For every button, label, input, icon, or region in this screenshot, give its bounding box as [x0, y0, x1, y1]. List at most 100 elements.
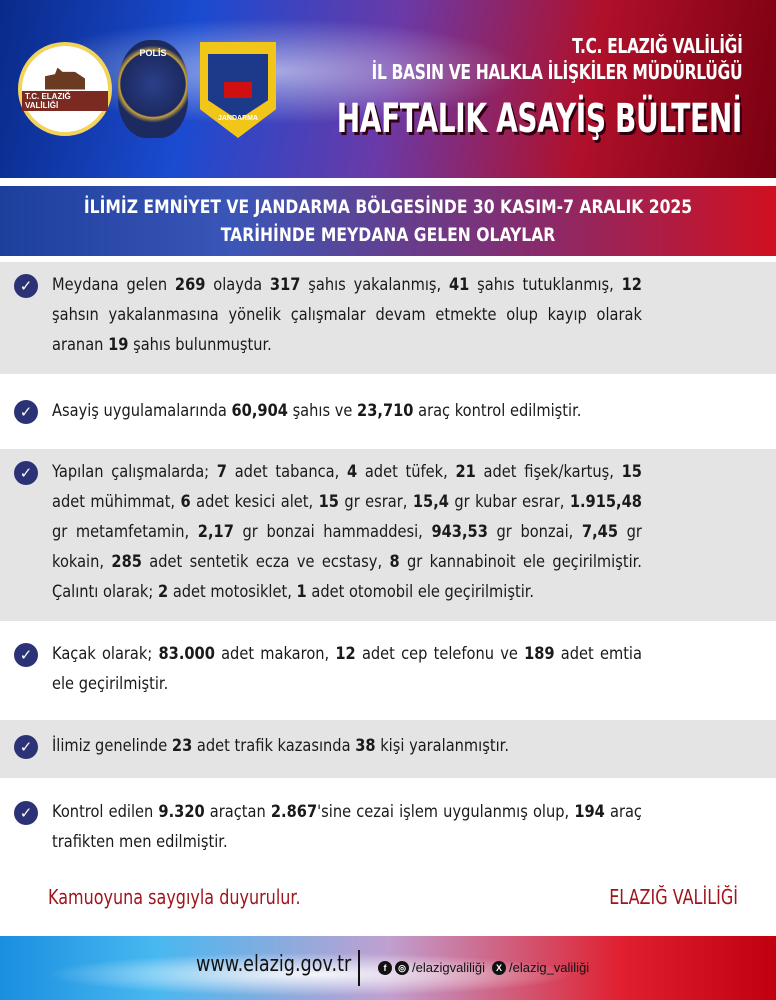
item-text: Kontrol edilen 9.320 araçtan 2.867'sine … [52, 797, 642, 860]
text-segment: adet trafik kazasında [192, 736, 356, 756]
figure-value: 7,45 [581, 522, 619, 542]
social-links: f ◎ /elazigvaliliği X /elazig_valiliği [378, 960, 589, 975]
text-segment: şahıs ve [287, 401, 358, 421]
item-text: Yapılan çalışmalarda; 7 adet tabanca, 4 … [52, 457, 642, 621]
closing: Kamuoyuna saygıyla duyurulur. ELAZIĞ VAL… [48, 885, 738, 909]
item-text: Asayiş uygulamalarında 60,904 şahıs ve 2… [52, 396, 642, 440]
header-line-2: İL BASIN VE HALKLA İLİŞKİLER MÜDÜRLÜĞÜ [371, 60, 742, 84]
divider [358, 950, 360, 986]
bulletin-item: ✓ Yapılan çalışmalarda; 7 adet tabanca, 4… [0, 449, 776, 621]
valilik-logo: T.C. ELAZIĞ VALİLİĞİ [18, 42, 112, 136]
figure-value: 38 [355, 736, 376, 756]
text-segment: gr kokain, [52, 522, 642, 572]
text-segment: Meydana gelen [52, 275, 175, 295]
bulletin-item: ✓ İlimiz genelinde 23 adet trafik kazasın… [0, 720, 776, 778]
item-text: İlimiz genelinde 23 adet trafik kazasınd… [52, 731, 642, 778]
text-segment: İlimiz genelinde [52, 736, 172, 756]
figure-value: 83.000 [158, 644, 215, 664]
text-segment: adet mühimmat, [52, 492, 181, 512]
figure-value: 15,4 [412, 492, 449, 512]
figure-value: 21 [455, 462, 476, 482]
bulletin-item: ✓ Asayiş uygulamalarında 60,904 şahıs ve … [0, 385, 776, 440]
text-segment: araç trafikten men edilmiştir. [52, 802, 642, 852]
signature: ELAZIĞ VALİLİĞİ [609, 885, 738, 909]
text-segment: adet sentetik ecza ve ecstasy, [141, 552, 390, 572]
figure-value: 15 [621, 462, 642, 482]
text-segment: Kontrol edilen [52, 802, 159, 822]
text-segment: gr metamfetamin, [52, 522, 198, 542]
item-text: Meydana gelen 269 olayda 317 şahıs yakal… [52, 270, 642, 374]
x-handle[interactable]: /elazig_valiliği [508, 960, 590, 975]
check-icon: ✓ [14, 735, 38, 759]
text-segment: adet emtia ele geçirilmiştir. [52, 644, 642, 694]
website-link[interactable]: www.elazig.gov.tr [196, 952, 352, 977]
figure-value: 943,53 [431, 522, 488, 542]
header-banner: T.C. ELAZIĞ VALİLİĞİ POLİS JANDARMA T.C.… [0, 0, 776, 178]
subtitle-band: İLİMİZ EMNİYET VE JANDARMA BÖLGESİNDE 30… [0, 186, 776, 256]
text-segment: adet kesici alet, [190, 492, 319, 512]
figure-value: 4 [346, 462, 358, 482]
social-handle[interactable]: /elazigvaliliği [412, 960, 485, 975]
text-segment: adet otomobil ele geçirilmiştir. [306, 582, 535, 602]
text-segment: olayda [205, 275, 270, 295]
text-segment: gr kubar esrar, [448, 492, 570, 512]
jandarma-logo: JANDARMA [200, 42, 276, 138]
text-segment: adet makaron, [214, 644, 336, 664]
check-icon: ✓ [14, 643, 38, 667]
figure-value: 6 [180, 492, 191, 512]
text-segment: Kaçak olarak; [52, 644, 159, 664]
subtitle-line-2: TARİHİNDE MEYDANA GELEN OLAYLAR [220, 224, 556, 246]
text-segment: adet motosiklet, [168, 582, 297, 602]
figure-value: 2 [157, 582, 169, 602]
figure-value: 2,17 [197, 522, 234, 542]
figure-value: 8 [389, 552, 400, 572]
text-segment: adet tüfek, [357, 462, 456, 482]
closing-note: Kamuoyuna saygıyla duyurulur. [48, 885, 301, 909]
text-segment: araç kontrol edilmiştir. [413, 401, 582, 421]
figure-value: 194 [574, 802, 605, 822]
figure-value: 12 [621, 275, 642, 295]
text-segment: gr bonzai hammaddesi, [233, 522, 432, 542]
figure-value: 1 [296, 582, 307, 602]
text-segment: Asayiş uygulamalarında [52, 401, 232, 421]
text-segment: adet tabanca, [226, 462, 347, 482]
figure-value: 269 [174, 275, 206, 295]
text-segment: şahıs tutuklanmış, [469, 275, 622, 295]
check-icon: ✓ [14, 461, 38, 485]
bulletin-item: ✓ Kaçak olarak; 83.000 adet makaron, 12 a… [0, 628, 776, 712]
bulletin-item: ✓ Meydana gelen 269 olayda 317 şahıs yaka… [0, 262, 776, 374]
polis-logo: POLİS [118, 40, 188, 138]
subtitle-line-1: İLİMİZ EMNİYET VE JANDARMA BÖLGESİNDE 30… [83, 196, 693, 218]
facebook-icon[interactable]: f [378, 960, 392, 975]
text-segment: adet fişek/kartuş, [475, 462, 622, 482]
text-segment: gr kannabinoit ele geçirilmiştir. Çalınt… [52, 552, 642, 602]
bulletin-title: HAFTALIK ASAYİŞ BÜLTENİ [336, 96, 743, 142]
figure-value: 12 [335, 644, 356, 664]
text-segment: şahsın yakalanmasına yönelik çalışmalar … [52, 305, 642, 355]
text-segment: şahıs bulunmuştur. [128, 335, 272, 355]
text-segment: araçtan [204, 802, 271, 822]
figure-value: 9.320 [158, 802, 205, 822]
figure-value: 15 [318, 492, 339, 512]
text-segment: Yapılan çalışmalarda; [52, 462, 217, 482]
figure-value: 285 [111, 552, 142, 572]
bulletin-item: ✓ Kontrol edilen 9.320 araçtan 2.867'sine… [0, 786, 776, 860]
figure-value: 60,904 [231, 401, 288, 421]
check-icon: ✓ [14, 400, 38, 424]
check-icon: ✓ [14, 801, 38, 825]
check-icon: ✓ [14, 274, 38, 298]
item-text: Kaçak olarak; 83.000 adet makaron, 12 ad… [52, 639, 642, 712]
figure-value: 1.915,48 [569, 492, 642, 512]
figure-value: 23 [171, 736, 193, 756]
text-segment: adet cep telefonu ve [355, 644, 525, 664]
x-icon[interactable]: X [491, 960, 506, 975]
figure-value: 7 [216, 462, 227, 482]
header-line-1: T.C. ELAZIĞ VALİLİĞİ [571, 34, 743, 58]
figure-value: 317 [269, 275, 301, 295]
text-segment: gr bonzai, [487, 522, 582, 542]
figure-value: 2.867 [270, 802, 318, 822]
text-segment: şahıs yakalanmış, [300, 275, 449, 295]
instagram-icon[interactable]: ◎ [395, 960, 409, 975]
figure-value: 23,710 [357, 401, 414, 421]
text-segment: gr esrar, [338, 492, 413, 512]
